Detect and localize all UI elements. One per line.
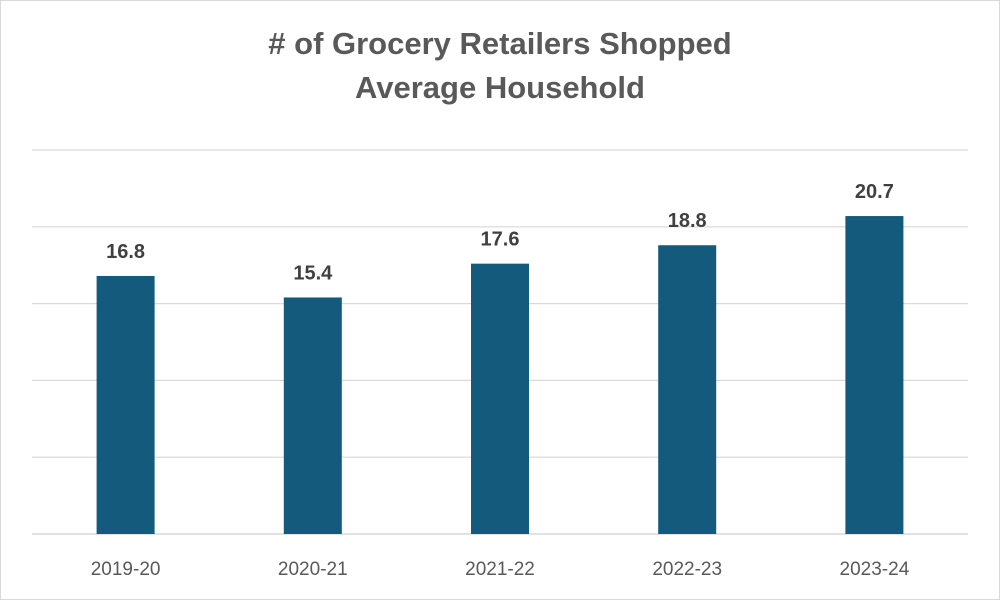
data-labels: 16.8 15.4 17.6 18.8 20.7 — [106, 181, 894, 284]
bar-2023-24 — [845, 216, 904, 534]
bar-2019-20 — [96, 275, 155, 534]
x-axis-tick-labels: 2019-20 2020-21 2021-22 2022-23 2023-24 — [91, 559, 910, 580]
bar-2022-23 — [658, 245, 717, 534]
bar-2020-21 — [283, 297, 342, 534]
x-tick-label-2023-24: 2023-24 — [840, 559, 910, 580]
chart-title-block: # of Grocery Retailers Shopped Average H… — [0, 22, 1000, 110]
data-label-2022-23: 18.8 — [668, 210, 707, 232]
data-label-2023-24: 20.7 — [855, 181, 894, 203]
x-tick-label-2021-22: 2021-22 — [465, 559, 535, 580]
chart-title: # of Grocery Retailers Shopped — [268, 26, 732, 61]
bars — [96, 216, 904, 534]
x-tick-label-2022-23: 2022-23 — [652, 559, 722, 580]
x-tick-label-2020-21: 2020-21 — [278, 559, 348, 580]
bar-2021-22 — [471, 263, 529, 534]
data-label-2019-20: 16.8 — [106, 241, 145, 263]
data-label-2021-22: 17.6 — [481, 229, 520, 251]
data-label-2020-21: 15.4 — [293, 262, 333, 284]
chart-subtitle: Average Household — [355, 70, 645, 105]
x-tick-label-2019-20: 2019-20 — [91, 559, 161, 580]
